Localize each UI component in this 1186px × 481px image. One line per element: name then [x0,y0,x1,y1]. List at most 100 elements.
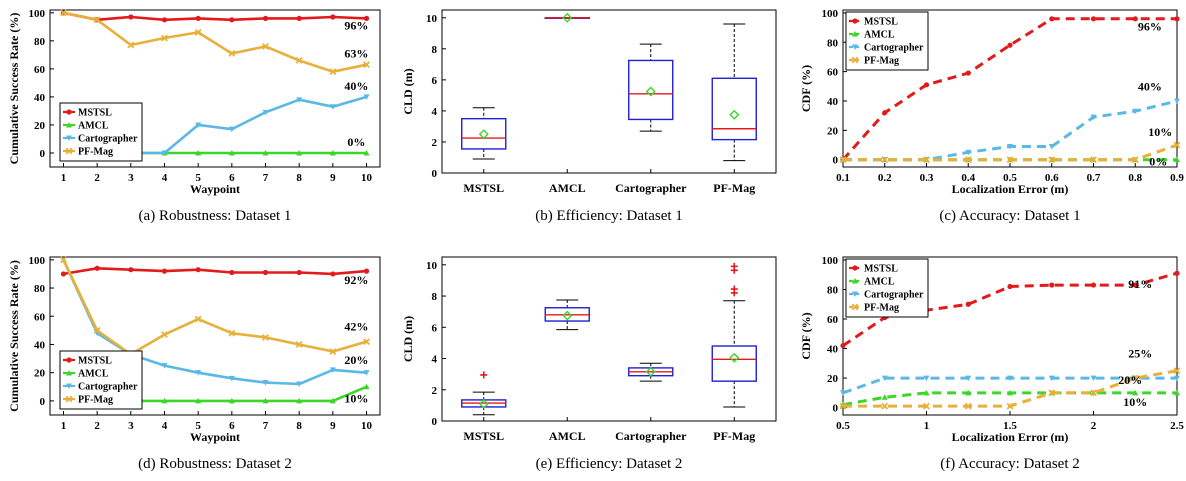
data-point-mstsl [965,301,971,307]
annotation-label: 96% [1138,20,1162,34]
legend-entry: Cartographer [78,134,138,145]
legend-entry: Cartographer [864,290,924,301]
legend-entry: AMCL [864,277,895,288]
mean-marker [478,129,489,140]
series-line-mstsl [63,11,367,22]
data-point-pf-mag [161,34,168,42]
data-point-mstsl [229,17,235,23]
data-point-cartographer [1090,375,1097,382]
outlier-point [480,371,488,379]
data-point-cartographer [1048,143,1055,150]
data-point-mstsl [923,82,930,88]
data-point-cartographer [228,375,235,382]
data-point-mstsl [330,271,336,277]
annotation-label: 20% [344,353,368,367]
y-tick-label: 2 [432,385,438,397]
data-point-pf-mag [1131,156,1139,164]
legend-marker [852,291,858,297]
y-tick-label: 0 [432,168,438,180]
chart-5: 0.5 1 1.5 2 2.5 0 20 40 60 80 100 91% 25% 20% 10% MSTSL… [799,255,1184,472]
annotation-label: 91% [1128,277,1152,291]
x-tick-label: 1 [61,172,67,184]
data-point-pf-mag [194,315,202,323]
data-point-pf-mag [329,68,337,76]
data-point-mstsl [1132,282,1138,288]
data-point-amcl [1174,389,1180,396]
data-point-amcl [1174,156,1180,163]
data-point-pf-mag [1006,156,1014,164]
x-tick-label: 7 [263,420,269,432]
chart-caption: (a) Robustness: Dataset 1 [139,208,292,224]
legend-marker [852,278,858,284]
data-point-mstsl [1174,270,1180,276]
data-point-cartographer [262,109,269,116]
y-tick-label: 60 [34,311,46,323]
y-tick-label: 100 [822,8,839,20]
x-tick-label: 10 [361,420,373,432]
annotation-label: 10% [1123,395,1147,409]
legend-entry: PF-Mag [78,395,113,406]
legend-entry: MSTSL [78,356,112,367]
legend-marker [852,265,858,271]
data-point-mstsl [1132,16,1138,22]
data-point-pf-mag [839,402,847,410]
plot-frame [49,9,381,168]
y-tick-label: 0 [40,396,46,408]
data-point-pf-mag [964,156,972,164]
legend-box [845,11,929,71]
x-tick-label: 0.9 [1170,172,1184,184]
data-point-amcl [228,397,235,404]
y-tick-label: 2 [432,137,438,149]
data-point-pf-mag [1131,374,1139,382]
y-tick-label: 100 [29,8,46,20]
series-line-mstsl [63,266,367,276]
y-axis-label: Cumulative Success Rate (%) [7,260,21,412]
x-tick-label: Cartographer [615,181,687,195]
data-point-mstsl [1007,283,1013,290]
data-point-pf-mag [1173,367,1181,375]
data-point-cartographer [1090,114,1097,121]
legend-marker [66,370,72,376]
x-axis-label: Localization Error (m) [952,182,1069,196]
x-tick-label: 7 [263,172,269,184]
legend-marker [66,383,72,389]
x-tick-label: 10 [361,172,373,184]
legend-marker [851,303,859,311]
y-tick-label: 40 [827,96,839,108]
data-point-amcl [965,389,972,396]
chart-1: 0 2 4 6 8 10 MSTSL AMCL Cartographer PF-Mag CLD (m… [401,9,777,224]
chart-caption: (c) Accuracy: Dataset 1 [939,208,1080,224]
data-point-amcl [923,389,930,396]
y-tick-label: 80 [827,37,839,49]
data-point-cartographer [1174,375,1180,382]
x-axis-label: Waypoint [190,430,240,444]
annotation-label: 63% [344,47,368,61]
y-tick-label: 4 [432,106,438,118]
y-tick-label: 60 [34,64,46,76]
x-tick-label: 0.7 [1087,172,1101,184]
x-tick-label: 2 [94,420,100,432]
x-tick-label: 0.5 [1003,172,1017,184]
x-tick-label: AMCL [549,181,586,195]
data-point-pf-mag [295,57,303,64]
x-tick-label: 0.4 [961,172,975,184]
legend-marker [852,31,858,37]
y-tick-label: 6 [432,322,438,334]
data-point-mstsl [128,267,134,273]
y-tick-label: 8 [432,44,438,56]
annotation-label: 0% [347,135,365,149]
data-point-pf-mag [881,402,889,410]
x-tick-label: MSTSL [463,429,504,443]
legend-entry: Cartographer [78,382,138,393]
data-point-cartographer [195,122,202,128]
data-point-amcl [195,149,202,156]
data-point-cartographer [363,370,370,376]
plot-frame [441,9,777,174]
data-point-mstsl [128,14,134,20]
chart-2: 0.1 0.2 0.3 0.4 0.5 0.6 0.7 0.8 0.9 0 20 40 60 80 100 9… [799,8,1184,224]
plot-frame [49,256,381,416]
y-axis-label: CDF (%) [799,312,813,359]
data-point-pf-mag [964,402,972,410]
x-tick-label: 5 [195,420,201,432]
chart-3: 1 2 3 4 5 6 7 8 9 1002040608010092%42%20%10%MSTSL… [7,255,381,472]
